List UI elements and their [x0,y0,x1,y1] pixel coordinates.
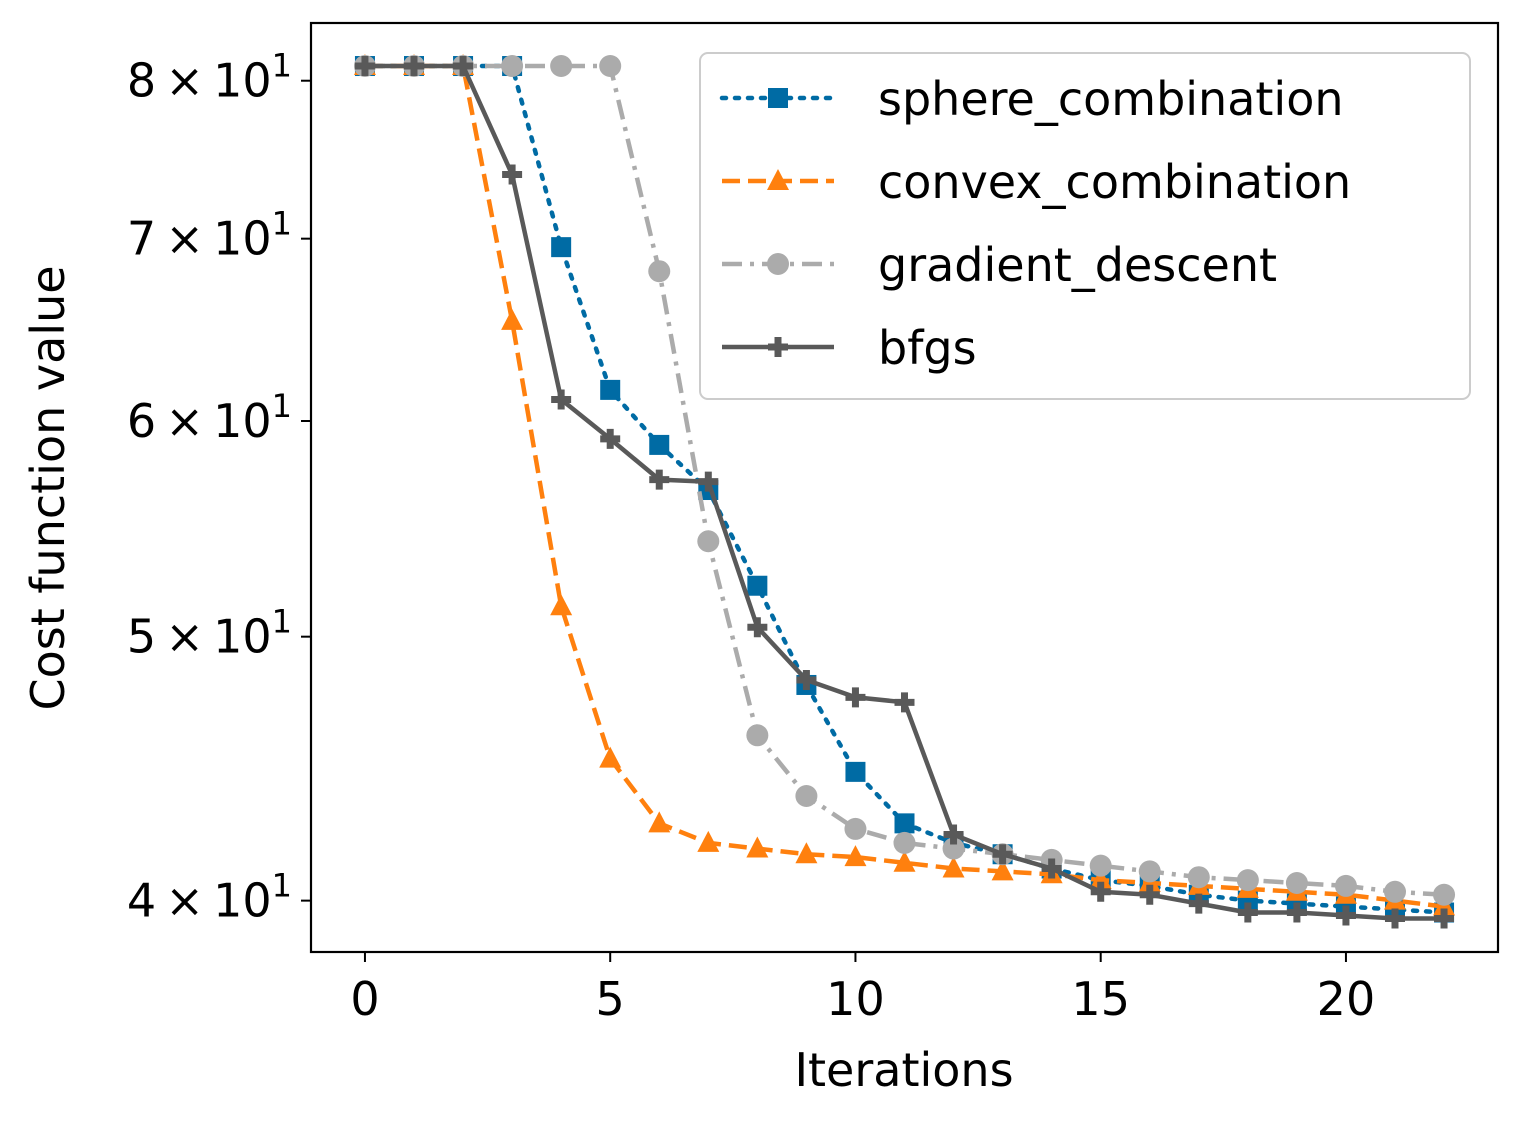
data-point [1383,880,1406,903]
data-point [845,687,866,708]
data-point [747,575,768,596]
y-tick-label: 7 × 101 [127,205,292,266]
legend-item: convex_combination [722,155,1351,209]
data-point [942,837,965,860]
plot-frame [309,21,1500,954]
data-point [1187,866,1210,889]
data-point [844,817,867,840]
data-point [550,594,573,616]
data-point [746,836,769,858]
y-tick-label: 6 × 101 [127,387,292,448]
x-tick-label: 20 [1317,972,1376,1026]
data-point [648,811,671,833]
data-point [1188,893,1209,914]
data-point [795,842,818,864]
data-point [1335,905,1356,926]
data-point [845,761,866,782]
data-point [404,56,425,77]
data-point [1089,868,1112,890]
data-point [501,55,524,78]
data-point [501,308,524,330]
data-point [502,164,523,185]
data-point [599,746,622,768]
series-line [365,63,1445,909]
data-point [1138,860,1161,883]
data-point [1433,883,1456,906]
y-ticks: 8 × 101 7 × 101 6 × 101 5 × 101 4 × 101 [127,47,311,928]
data-point [1434,908,1455,929]
data-point [894,813,915,834]
data-point [1285,872,1308,895]
data-point [600,379,621,400]
y-tick-label: 4 × 101 [127,867,292,928]
x-tick-label: 5 [596,972,625,1026]
data-point [893,831,916,854]
data-point [942,856,965,878]
y-tick-label: 5 × 101 [127,603,292,664]
legend-marker [768,88,788,108]
data-point [795,784,818,807]
legend-marker [767,253,789,275]
data-point [1384,908,1405,929]
legend-item: sphere_combination [719,72,1344,126]
x-ticks: 0 5 10 15 20 [350,952,1375,1026]
data-point [1139,884,1160,905]
data-point [796,670,817,691]
data-point [600,428,621,449]
data-point [551,389,572,410]
data-point [894,692,915,713]
legend-label: gradient_descent [878,238,1277,292]
data-point [1236,869,1259,892]
data-point [991,859,1014,881]
data-point [697,530,720,553]
data-point [1041,858,1062,879]
series-line [365,63,1445,897]
series-bfgs [354,56,1455,929]
legend: sphere_combination convex_combinationgrad… [699,52,1471,400]
data-point [1334,874,1357,897]
series-gradient-descent [353,55,1456,906]
y-axis-label: Cost function value [21,265,75,710]
legend-item: bfgs [722,321,977,375]
legend-box [699,52,1471,400]
data-point [1089,854,1112,877]
data-point [746,724,769,747]
legend-label: convex_combination [878,155,1351,209]
legend-marker [768,337,788,357]
legend-items: sphere_combination convex_combinationgrad… [719,72,1351,375]
data-point [599,55,622,78]
legend-marker [767,169,789,190]
data-point [649,434,670,455]
data-point [550,55,573,78]
data-point [1090,881,1111,902]
x-tick-label: 0 [350,972,379,1026]
data-point [1237,902,1258,923]
x-tick-label: 10 [826,972,885,1026]
data-point [453,56,474,77]
data-point [698,471,719,492]
data-point [551,237,572,258]
data-point [844,845,867,867]
data-point [649,469,670,490]
data-point [893,850,916,872]
legend-label: sphere_combination [878,72,1344,126]
legend-item: gradient_descent [722,238,1277,292]
data-point [747,617,768,638]
data-point [354,56,375,77]
series-layer [353,54,1456,929]
data-point [943,824,964,845]
data-point [992,844,1013,865]
data-point [697,830,720,852]
data-point [648,260,671,283]
x-axis-label: Iterations [794,1043,1013,1097]
legend-label: bfgs [878,321,977,375]
y-tick-label: 8 × 101 [127,47,292,108]
x-tick-label: 15 [1071,972,1130,1026]
data-point [1286,902,1307,923]
